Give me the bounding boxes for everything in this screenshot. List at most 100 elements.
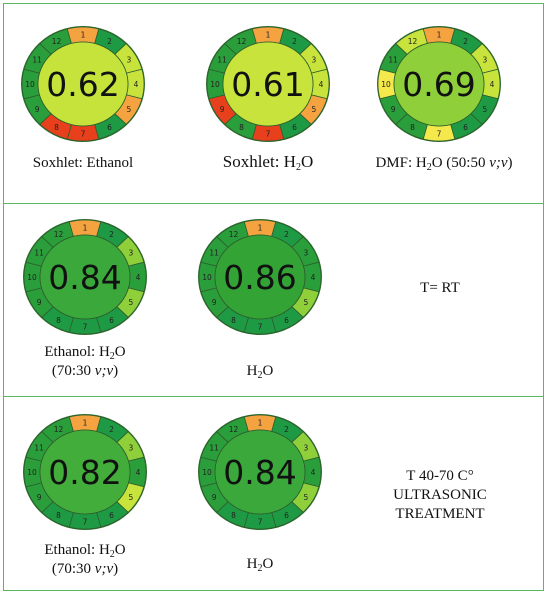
- gauge-caption: Soxhlet: H2O: [198, 152, 338, 173]
- gauge-score: 0.62: [46, 65, 119, 104]
- gauge-segment-label: 9: [212, 493, 217, 502]
- caption-line2: (70:30: [51, 363, 95, 379]
- gauge-segment-label: 3: [129, 248, 134, 257]
- gauge-caption: Soxhlet: Ethanol: [13, 154, 153, 173]
- caption-text-tail: O: [300, 152, 314, 171]
- gauge-segment-label: 5: [129, 298, 134, 307]
- gauge-segment-label: 10: [210, 80, 220, 89]
- gauge-segment-label: 6: [284, 511, 289, 520]
- gauge-segment-label: 5: [129, 493, 134, 502]
- gauge-segment-label: 12: [229, 230, 239, 239]
- gauge-center: [39, 234, 131, 320]
- gauge-segment-label: 7: [437, 130, 442, 139]
- gauge-segment-label: 7: [266, 130, 271, 139]
- gauge-center: [222, 41, 314, 127]
- caption-subscript: 2: [295, 162, 301, 173]
- caption-text: Ethanol: H: [44, 542, 110, 558]
- gauge-segment-label: 10: [381, 80, 391, 89]
- caption-text-tail: O: [262, 363, 274, 379]
- gauge-segment-label: 12: [229, 425, 239, 434]
- caption-text: H: [246, 556, 258, 572]
- gauge-segment-label: 8: [231, 511, 236, 520]
- gauge-segment-label: 4: [134, 80, 139, 89]
- gauge-segment-label: 10: [27, 468, 37, 477]
- gauge-segment-label: 8: [56, 511, 61, 520]
- gauge-segment-label: 3: [304, 248, 309, 257]
- gauge-segment-label: 9: [220, 105, 225, 114]
- gauge-segment-label: 1: [266, 31, 271, 40]
- gauge-segment-label: 6: [109, 511, 114, 520]
- gauge-segment-label: 9: [35, 105, 40, 114]
- condition-note-line: ULTRASONIC: [393, 487, 487, 503]
- gauge-segment-label: 3: [483, 55, 488, 64]
- gauge-segment-label: 9: [37, 298, 42, 307]
- gauge-segment-label: 6: [292, 123, 297, 132]
- gauge-segment-label: 5: [304, 493, 309, 502]
- gauge-center: [393, 41, 485, 127]
- gauge-score: 0.82: [48, 453, 121, 492]
- caption-line2-italic: v;v: [94, 561, 114, 577]
- gauge-segment-label: 5: [312, 105, 317, 114]
- gauge-score: 0.86: [223, 258, 296, 297]
- gauge-segment-label: 6: [463, 123, 468, 132]
- gauge-segment-label: 3: [127, 55, 132, 64]
- gauge-segment-label: 2: [107, 37, 112, 46]
- figure-frame: [3, 3, 544, 591]
- gauge-caption: Ethanol: H2O (70:30 v;v): [15, 343, 155, 381]
- gauge-segment-label: 7: [83, 323, 88, 332]
- caption-text: Soxhlet: H: [222, 152, 296, 171]
- gauge-segment-label: 11: [209, 443, 219, 452]
- gauge-segment-label: 1: [83, 224, 88, 233]
- gauge-segment-label: 3: [312, 55, 317, 64]
- caption-text-end: ): [507, 155, 513, 171]
- gauge-segment-label: 4: [311, 273, 316, 282]
- caption-subscript: 2: [426, 162, 432, 173]
- gauge-segment-label: 8: [56, 316, 61, 325]
- gauge-segment-label: 10: [202, 468, 212, 477]
- caption-text-tail: O: [262, 556, 274, 572]
- gauge-segment-label: 2: [109, 230, 114, 239]
- gauge-segment-label: 9: [37, 493, 42, 502]
- gauge-segment-label: 4: [319, 80, 324, 89]
- gauge-caption: Ethanol: H2O (70:30 v;v): [15, 541, 155, 579]
- gauge-segment-label: 6: [107, 123, 112, 132]
- condition-note: T 40-70 C° ULTRASONIC TREATMENT: [370, 467, 510, 524]
- gauge-segment-label: 12: [54, 425, 64, 434]
- gauge-center: [214, 234, 306, 320]
- gauge-segment-label: 12: [408, 37, 418, 46]
- gauge-segment-label: 8: [231, 316, 236, 325]
- gauge-center: [39, 429, 131, 515]
- gauge-center: [37, 41, 129, 127]
- gauge-segment-label: 8: [410, 123, 415, 132]
- gauge-score: 0.69: [402, 65, 475, 104]
- gauge-segment-label: 2: [109, 425, 114, 434]
- caption-text-tail: O (50:50: [431, 155, 490, 171]
- gauge-center: [214, 429, 306, 515]
- gauge-segment-label: 12: [52, 37, 62, 46]
- condition-note-line: T 40-70 C°: [406, 468, 474, 484]
- gauge-segment-label: 4: [490, 80, 495, 89]
- gauge-segment-label: 12: [237, 37, 247, 46]
- gauge-segment-label: 2: [284, 230, 289, 239]
- gauge-segment-label: 4: [136, 468, 141, 477]
- gauge-segment-label: 1: [437, 31, 442, 40]
- gauge-segment-label: 2: [284, 425, 289, 434]
- caption-text: H: [246, 363, 258, 379]
- panel-divider-2: [3, 396, 544, 397]
- gauge-segment-label: 2: [292, 37, 297, 46]
- gauge-segment-label: 11: [34, 443, 44, 452]
- gauge-segment-label: 1: [258, 224, 263, 233]
- caption-subscript: 2: [109, 351, 115, 362]
- caption-subscript: 2: [257, 563, 263, 574]
- caption-text: Ethanol: H: [44, 344, 110, 360]
- caption-subscript: 2: [257, 370, 263, 381]
- gauge-segment-label: 3: [129, 443, 134, 452]
- gauge-segment-label: 11: [217, 55, 227, 64]
- gauge-segment-label: 7: [258, 323, 263, 332]
- gauge-segment-label: 1: [258, 419, 263, 428]
- gauge-segment-label: 1: [81, 31, 86, 40]
